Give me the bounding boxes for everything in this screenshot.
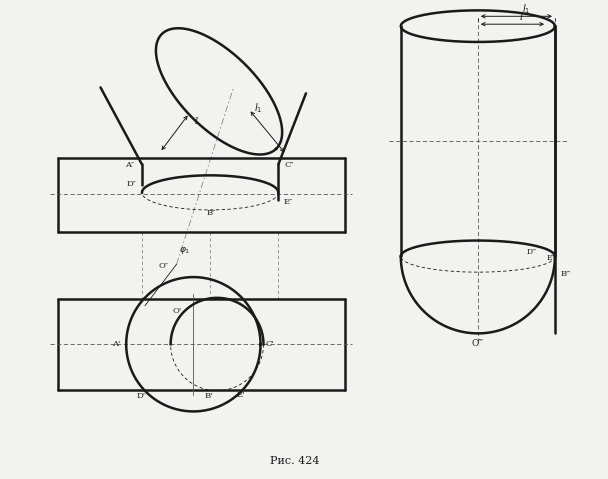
Text: O‴: O‴ [472, 339, 484, 348]
Text: B″: B″ [206, 209, 215, 217]
Text: B': B' [205, 392, 213, 399]
Text: A″: A″ [125, 161, 134, 170]
Text: D': D' [137, 392, 146, 399]
Text: C″: C″ [285, 161, 294, 170]
Text: B‴: B‴ [561, 270, 572, 278]
Text: $l_1$: $l_1$ [522, 2, 530, 16]
Text: l: l [520, 13, 523, 22]
Text: D″: D″ [126, 180, 136, 188]
Text: C': C' [266, 340, 274, 348]
Text: D‴: D‴ [527, 249, 537, 256]
Text: O″: O″ [159, 262, 168, 270]
Text: l: l [195, 116, 198, 125]
Text: $l_1$: $l_1$ [254, 101, 263, 115]
Text: Рис. 424: Рис. 424 [271, 456, 320, 466]
Text: A': A' [112, 340, 120, 348]
Text: E″: E″ [283, 198, 292, 206]
Text: E‴: E‴ [547, 254, 556, 262]
Text: $\varphi_1$: $\varphi_1$ [179, 245, 190, 256]
Text: E': E' [237, 391, 245, 399]
Text: O': O' [172, 307, 182, 315]
